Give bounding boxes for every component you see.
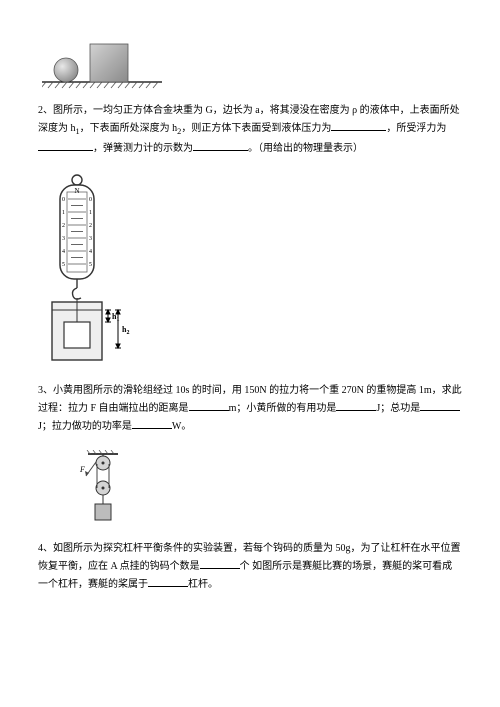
label-F: F (79, 465, 85, 474)
q3-p5: W。 (172, 421, 191, 432)
svg-text:2: 2 (62, 223, 65, 229)
q3-blank3 (420, 401, 460, 411)
svg-text:0: 0 (89, 197, 92, 203)
q2-text: 2、图所示，一均匀正方体合金块重为 G，边长为 a，将其浸没在密度为 ρ 的液体… (38, 105, 460, 154)
svg-text:5: 5 (62, 262, 65, 268)
svg-text:3: 3 (89, 236, 92, 242)
scale-label-N: N (74, 187, 79, 195)
pulley-svg: F (78, 450, 128, 530)
q2-part4: ，所受浮力为 (386, 123, 446, 134)
q3-p2: m；小黄所做的有用功是 (229, 403, 337, 414)
q4-blank2 (148, 577, 188, 587)
q3-text: 3、小黄用图所示的滑轮组经过 10s 的时间，用 150N 的拉力将一个重 27… (38, 385, 462, 432)
ball-cube-svg (42, 38, 162, 92)
svg-text:1: 1 (62, 210, 65, 216)
q3-blank2 (336, 401, 376, 411)
q3-blank1 (189, 401, 229, 411)
svg-text:0: 0 (62, 197, 65, 203)
q2-part5: ，弹簧测力计的示数为 (93, 143, 193, 154)
q2-part2: ，下表面所处深度为 h (80, 123, 178, 134)
q3-p3: J；总功是 (376, 403, 420, 414)
q4-text: 4、如图所示为探究杠杆平衡条件的实验装置，若每个钩码的质量为 50g，为了让杠杆… (38, 543, 461, 590)
q2-part3: ，则正方体下表面受到液体压力为 (181, 123, 331, 134)
q3-p4: J；拉力做功的功率是 (38, 421, 132, 432)
q2-blank3 (193, 141, 248, 151)
figure-ball-cube (42, 38, 462, 92)
q3-blank4 (132, 419, 172, 429)
q2-blank1 (331, 121, 386, 131)
problem-3: 3、小黄用图所示的滑轮组经过 10s 的时间，用 150N 的拉力将一个重 27… (38, 382, 462, 436)
spring-scale-svg: N 0 0 1 1 2 2 3 3 4 4 5 5 (42, 172, 162, 372)
q4-p3: 杠杆。 (188, 579, 218, 590)
svg-text:4: 4 (62, 249, 65, 255)
figure-pulley: F (78, 450, 462, 530)
svg-text:2: 2 (89, 223, 92, 229)
svg-text:3: 3 (62, 236, 65, 242)
svg-text:1: 1 (89, 210, 92, 216)
q2-blank2 (38, 141, 93, 151)
problem-2: 2、图所示，一均匀正方体合金块重为 G，边长为 a，将其浸没在密度为 ρ 的液体… (38, 102, 462, 158)
svg-text:h2: h2 (122, 325, 129, 336)
q4-blank1 (200, 559, 240, 569)
figure-spring-scale: N 0 0 1 1 2 2 3 3 4 4 5 5 (42, 172, 462, 372)
svg-text:4: 4 (89, 249, 92, 255)
q2-part6: 。（用给出的物理量表示） (248, 143, 363, 154)
svg-text:5: 5 (89, 262, 92, 268)
problem-4: 4、如图所示为探究杠杆平衡条件的实验装置，若每个钩码的质量为 50g，为了让杠杆… (38, 540, 462, 594)
